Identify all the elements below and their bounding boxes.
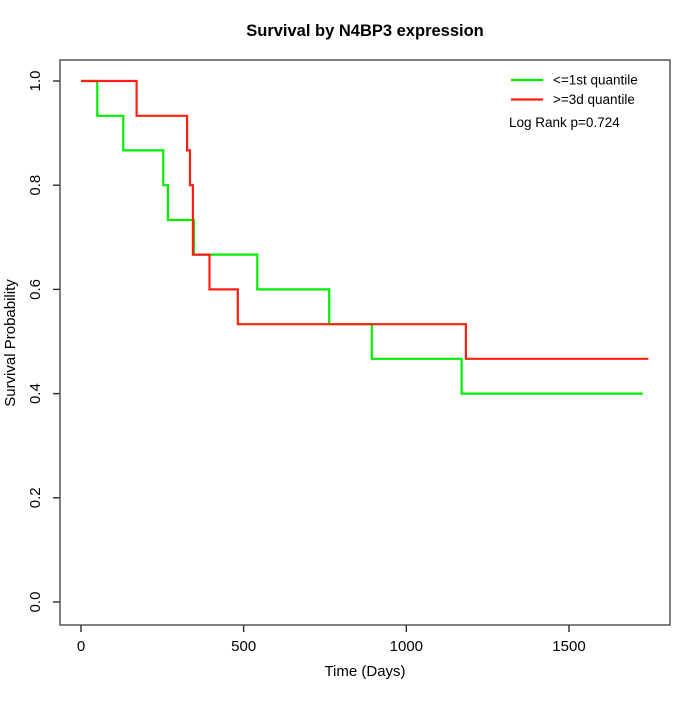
km-curve-third-quantile (81, 79, 649, 360)
legend-label-first-quantile: <=1st quantile (553, 73, 638, 88)
y-tick-label: 0.4 (27, 383, 44, 404)
y-tick-label: 0.0 (27, 592, 44, 613)
plot-border (59, 59, 671, 626)
legend: <=1st quantile >=3d quantile Log Rank p=… (509, 73, 638, 131)
plot-area: 0 500 1000 1500 0.0 0.2 0.4 0.6 0.8 1.0 (27, 71, 649, 655)
x-tick-label: 500 (231, 638, 256, 655)
y-tick-label: 0.2 (27, 487, 44, 508)
y-tick-label: 0.8 (27, 175, 44, 196)
x-tick-label: 0 (77, 638, 85, 655)
y-tick-label: 0.6 (27, 279, 44, 300)
legend-label-third-quantile: >=3d quantile (553, 92, 635, 107)
log-rank-annotation: Log Rank p=0.724 (509, 115, 620, 130)
x-tick-label: 1500 (552, 638, 585, 655)
x-tick-label: 1000 (390, 638, 423, 655)
x-axis-label: Time (Days) (324, 663, 405, 680)
chart-title: Survival by N4BP3 expression (246, 22, 484, 40)
y-tick-label: 1.0 (27, 71, 44, 92)
y-axis-label: Survival Probability (2, 279, 19, 407)
